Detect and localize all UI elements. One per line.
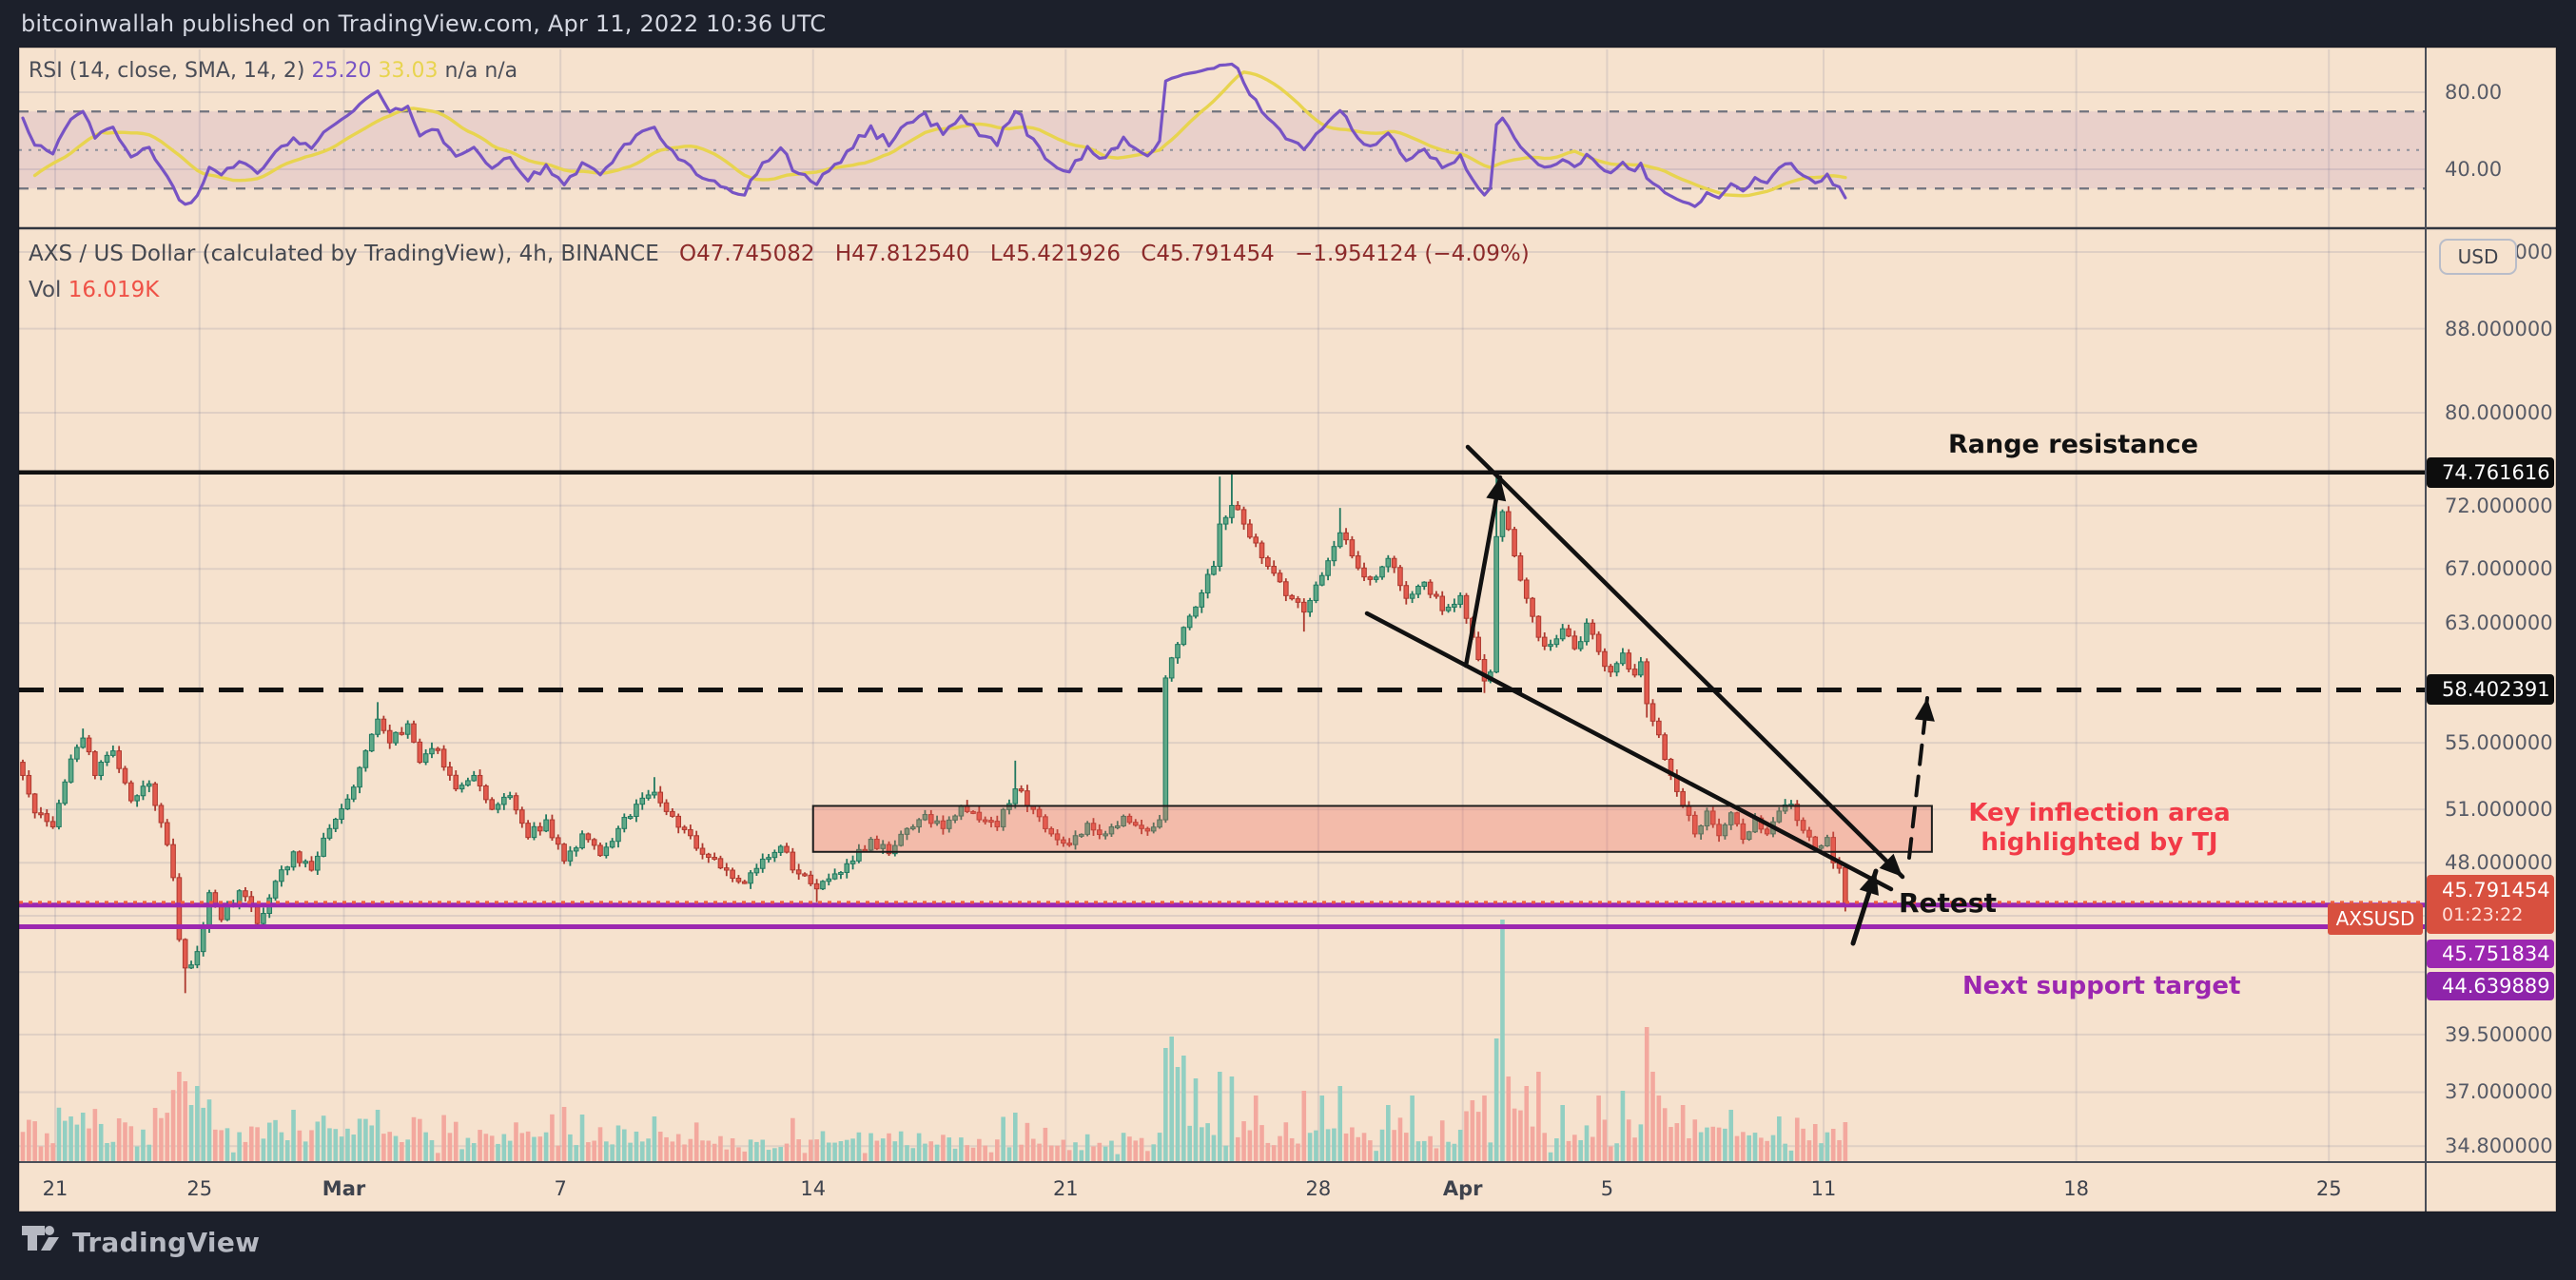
change-value: −1.954124 (−4.09%) xyxy=(1295,242,1530,266)
support2-price-label: 44.639889 xyxy=(2427,972,2554,1000)
rsi-tick-label: 40.00 xyxy=(2445,158,2503,181)
last-price-label: 45.791454 01:23:22 xyxy=(2427,875,2554,934)
publish-bar: bitcoinwallah published on TradingView.c… xyxy=(0,0,2576,48)
publish-line: bitcoinwallah published on TradingView.c… xyxy=(21,10,827,37)
rsi-label: RSI (14, close, SMA, 14, 2) xyxy=(29,59,305,83)
annotation-range-resistance: Range resistance xyxy=(1948,430,2198,459)
price-tick-label: 34.800000 xyxy=(2445,1135,2553,1158)
symbol-title: AXS / US Dollar (calculated by TradingVi… xyxy=(29,242,659,266)
price-tick-label: 48.000000 xyxy=(2445,851,2553,875)
time-tick-day: 11 xyxy=(1810,1177,1837,1200)
price-tick-label: 88.000000 xyxy=(2445,317,2553,340)
time-tick-day: 25 xyxy=(2315,1177,2342,1200)
time-tick-day: 28 xyxy=(1305,1177,1332,1200)
rsi-na-1: n/a xyxy=(444,59,478,83)
time-tick-day: 18 xyxy=(2063,1177,2089,1200)
ohlc-low: L45.421926 xyxy=(989,242,1122,266)
price-tick-label: 72.000000 xyxy=(2445,494,2553,517)
time-tick-month: Apr xyxy=(1442,1177,1483,1200)
time-tick-month: Mar xyxy=(322,1177,366,1200)
support1-price-label: 45.751834 xyxy=(2427,940,2554,968)
time-tick-day: 25 xyxy=(186,1177,213,1200)
annotation-next-support: Next support target xyxy=(1962,972,2241,1000)
price-tick-label: 67.000000 xyxy=(2445,557,2553,581)
support2-price-value: 44.639889 xyxy=(2442,975,2550,998)
volume-legend: Vol 16.019K xyxy=(29,278,159,302)
price-tick-label: 55.000000 xyxy=(2445,731,2553,755)
target-price-label: 58.402391 xyxy=(2427,674,2554,705)
symbol-badge: AXSUSD xyxy=(2328,903,2423,935)
rsi-tick-label: 80.00 xyxy=(2445,81,2503,104)
bar-countdown: 01:23:22 xyxy=(2442,904,2524,925)
time-tick-day: 7 xyxy=(554,1177,567,1200)
time-tick-day: 21 xyxy=(1052,1177,1079,1200)
tradingview-wordmark: TradingView xyxy=(72,1226,261,1258)
tradingview-logo-icon xyxy=(22,1226,59,1251)
rsi-legend: RSI (14, close, SMA, 14, 2) 25.20 33.03 … xyxy=(29,59,517,83)
annotation-key-inflection-line2: highlighted by TJ xyxy=(1981,828,2218,857)
currency-toggle-button[interactable]: USD xyxy=(2439,239,2517,275)
resistance-price-label: 74.761616 xyxy=(2427,457,2554,488)
time-tick-day: 21 xyxy=(42,1177,68,1200)
rsi-value: 25.20 xyxy=(311,59,372,83)
ohlc-high: H47.812540 xyxy=(834,242,970,266)
vol-label: Vol xyxy=(29,278,62,302)
annotation-key-inflection-line1: Key inflection area xyxy=(1968,799,2231,827)
footer: TradingView xyxy=(21,1220,260,1264)
symbol-legend: AXS / US Dollar (calculated by TradingVi… xyxy=(29,242,1530,266)
rsi-na-2: n/a xyxy=(484,59,518,83)
last-price-value: 45.791454 xyxy=(2442,879,2550,902)
annotation-key-inflection: Key inflection area highlighted by TJ xyxy=(1952,799,2247,858)
support1-price-value: 45.751834 xyxy=(2442,942,2550,965)
time-tick-day: 5 xyxy=(1600,1177,1614,1200)
rsi-sma-value: 33.03 xyxy=(378,59,439,83)
ohlc-close: C45.791454 xyxy=(1141,242,1275,266)
vol-value: 16.019K xyxy=(68,278,160,302)
price-tick-label: 80.000000 xyxy=(2445,400,2553,424)
price-tick-label: 51.000000 xyxy=(2445,798,2553,822)
price-tick-label: 37.000000 xyxy=(2445,1080,2553,1104)
ohlc-open: O47.745082 xyxy=(679,242,815,266)
time-tick-day: 14 xyxy=(800,1177,827,1200)
annotation-retest: Retest xyxy=(1899,887,1997,919)
price-tick-label: 39.500000 xyxy=(2445,1022,2553,1046)
price-tick-label: 63.000000 xyxy=(2445,611,2553,635)
